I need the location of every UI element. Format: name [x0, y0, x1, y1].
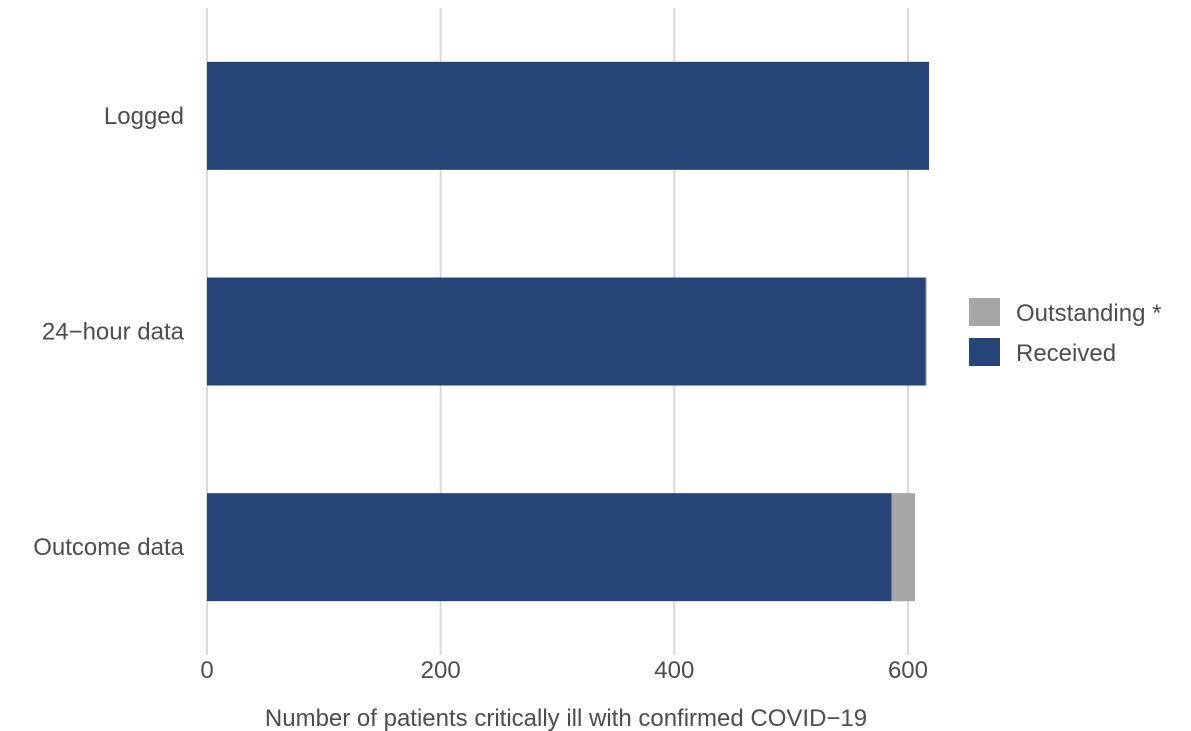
bar-segment: [207, 61, 929, 170]
x-axis-title: Number of patients critically ill with c…: [265, 705, 867, 731]
x-tick-label: 0: [200, 657, 213, 684]
legend-swatch: [969, 338, 1000, 366]
legend-label: Received: [1016, 340, 1116, 367]
category-label: 24−hour data: [42, 319, 185, 346]
legend-swatch: [969, 298, 1000, 326]
category-labels: Logged 24−hour data Outcome data: [33, 103, 184, 561]
legend-label: Outstanding *: [1016, 300, 1161, 327]
x-tick-label: 400: [654, 657, 694, 684]
legend: Outstanding * Received: [969, 298, 1161, 367]
x-axis-ticks: 0 200 400 600: [200, 657, 928, 684]
bar-segment: [891, 493, 915, 602]
category-label: Logged: [104, 103, 184, 130]
x-tick-label: 200: [421, 657, 461, 684]
bar-segment: [925, 277, 927, 386]
bars: [207, 61, 929, 602]
bar-segment: [207, 493, 892, 602]
x-tick-label: 600: [888, 657, 928, 684]
category-label: Outcome data: [33, 534, 184, 561]
bar-segment: [207, 277, 926, 386]
